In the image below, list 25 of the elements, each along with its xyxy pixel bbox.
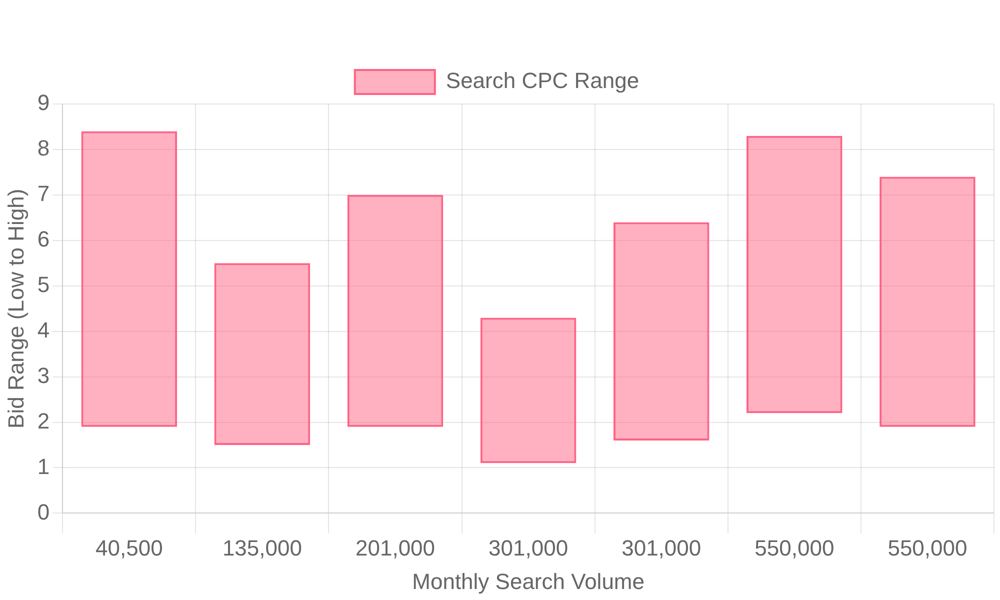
x-tick-label: 201,000 <box>356 535 436 560</box>
y-axis-title: Bid Range (Low to High) <box>3 188 28 428</box>
bar <box>214 263 310 445</box>
x-tick-label: 135,000 <box>222 535 302 560</box>
y-tick-label: 7 <box>37 180 50 206</box>
y-tick-label: 2 <box>37 408 50 434</box>
y-tick-label: 3 <box>37 362 50 388</box>
y-tick-label: 1 <box>37 454 50 479</box>
y-tick-label: 5 <box>37 272 50 297</box>
y-tick-label: 8 <box>37 136 50 161</box>
y-tick-label: 0 <box>37 499 50 524</box>
x-tick-label: 550,000 <box>754 535 834 560</box>
legend-label: Search CPC Range <box>446 68 640 94</box>
x-tick-label: 550,000 <box>888 535 968 560</box>
bar <box>81 131 178 427</box>
x-axis-title: Monthly Search Volume <box>412 568 644 594</box>
x-tick-label: 301,000 <box>488 535 568 560</box>
x-tick-label: 301,000 <box>622 535 702 560</box>
bar <box>613 222 710 440</box>
y-tick-label: 4 <box>37 317 50 342</box>
x-tick-label: 40,500 <box>96 535 163 560</box>
y-tick-label: 9 <box>37 90 50 116</box>
y-tick-label: 6 <box>37 226 50 252</box>
bar <box>480 318 576 464</box>
bar <box>347 194 444 427</box>
